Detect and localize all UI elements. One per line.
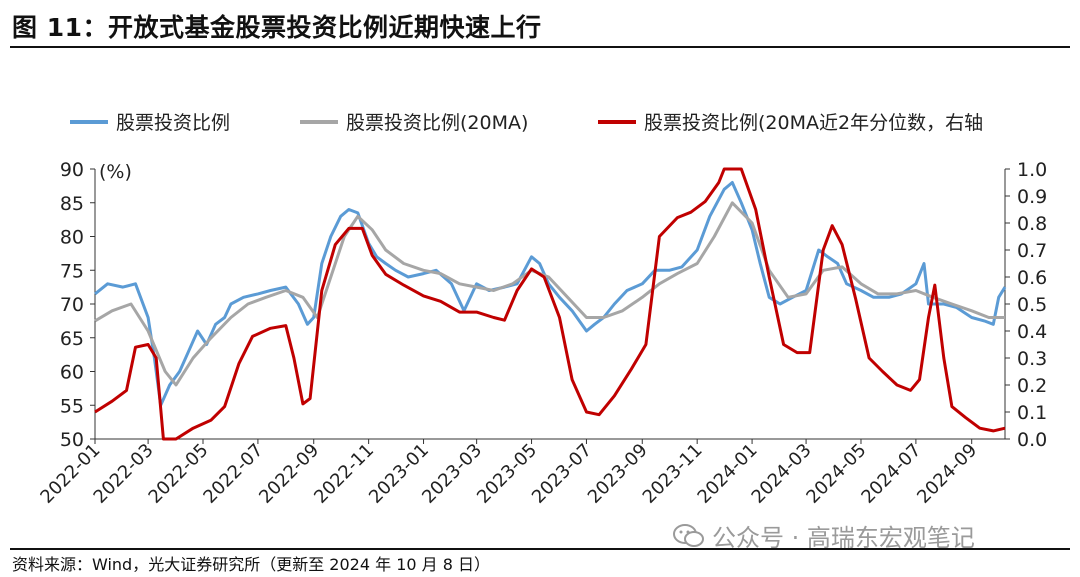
x-tick-label: 2022-05: [145, 440, 213, 508]
figure-title: 图 11：开放式基金股票投资比例近期快速上行: [12, 13, 542, 42]
wechat-icon: [673, 523, 704, 547]
source-note: 资料来源：Wind，光大证券研究所（更新至 2024 年 10 月 8 日）: [12, 555, 490, 574]
y2-tick-label: 0.4: [1017, 321, 1047, 343]
x-tick-label: 2024-09: [913, 440, 981, 508]
x-tick-label: 2023-05: [473, 440, 541, 508]
y-tick-label: 55: [60, 395, 84, 417]
watermark: 公众号 · 高瑞东宏观笔记: [672, 518, 975, 553]
x-tick-label: 2022-11: [310, 440, 378, 508]
y-tick-label: 85: [60, 193, 84, 215]
y2-tick-label: 0.2: [1017, 375, 1047, 397]
x-tick-label: 2023-11: [639, 440, 707, 508]
y2-tick-label: 0.7: [1017, 240, 1047, 262]
y2-tick-label: 0.3: [1017, 348, 1047, 370]
watermark-text: 公众号 · 高瑞东宏观笔记: [712, 524, 975, 552]
x-tick-label: 2024-07: [857, 440, 925, 508]
legend-label-3: 股票投资比例(20MA近2年分位数，右轴: [644, 112, 983, 134]
x-tick-label: 2022-07: [199, 440, 267, 508]
series-line-3: [94, 167, 1006, 441]
legend: 股票投资比例 股票投资比例(20MA) 股票投资比例(20MA近2年分位数，右轴: [70, 112, 983, 134]
y-tick-label: 75: [60, 260, 84, 282]
x-tick-label: 2022-09: [255, 440, 323, 508]
y2-tick-label: 0.9: [1017, 186, 1047, 208]
y2-tick-label: 0.1: [1017, 402, 1047, 424]
y2-tick-label: 1.0: [1017, 159, 1047, 181]
y-tick-label: 80: [60, 227, 84, 249]
y2-tick-label: 0.6: [1017, 267, 1047, 289]
y-axis-unit-label: (%): [99, 161, 132, 183]
x-tick-label: 2023-09: [584, 440, 652, 508]
y-tick-label: 65: [60, 328, 84, 350]
y2-tick-label: 0.0: [1017, 429, 1047, 451]
x-tick-label: 2023-07: [528, 440, 596, 508]
legend-label-2: 股票投资比例(20MA): [346, 112, 528, 134]
y-tick-label: 90: [60, 159, 84, 181]
x-tick-label: 2024-03: [748, 440, 816, 508]
y2-tick-label: 0.5: [1017, 294, 1047, 316]
x-tick-label: 2024-05: [802, 440, 870, 508]
y-tick-label: 50: [60, 429, 84, 451]
y2-tick-label: 0.8: [1017, 213, 1047, 235]
axes: 50 55 60 65 70 75 80 85 90 0.0 0.1 0.2 0.3 0.4 0.5 0.6 0…: [36, 159, 1047, 508]
legend-label-1: 股票投资比例: [116, 112, 230, 134]
source-divider: [10, 548, 1070, 550]
y-tick-label: 70: [60, 294, 84, 316]
y-tick-label: 60: [60, 362, 84, 384]
series-lines: [94, 167, 1007, 441]
title-divider: [10, 46, 1070, 48]
